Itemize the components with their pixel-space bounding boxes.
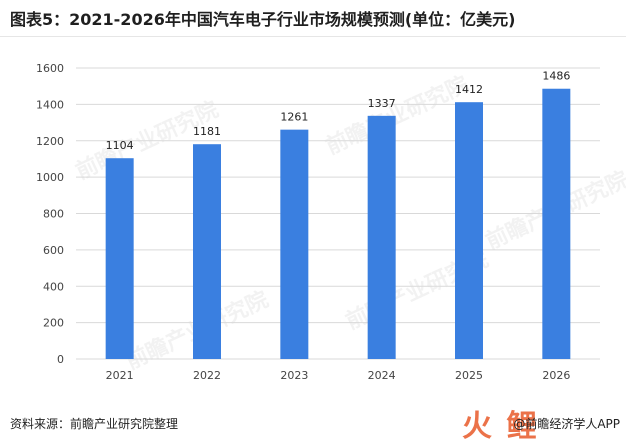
data-label: 1181: [193, 125, 221, 138]
x-tick-label: 2026: [542, 369, 570, 382]
bar: [542, 88, 571, 359]
y-tick-label: 1400: [36, 98, 64, 111]
data-label: 1486: [542, 70, 570, 83]
x-tick-label: 2023: [280, 369, 308, 382]
bar: [367, 115, 396, 359]
logo-mark: 火 鲤: [462, 409, 539, 444]
y-tick-label: 1200: [36, 135, 64, 148]
y-tick-label: 800: [43, 208, 64, 221]
bar: [193, 144, 221, 359]
bar-chart-svg: 前瞻产业研究院前瞻产业研究院前瞻产业研究院前瞻产业研究院前瞻产业研究院02004…: [36, 62, 626, 382]
y-tick-label: 1600: [36, 62, 64, 75]
x-tick-label: 2024: [368, 369, 396, 382]
data-label: 1337: [368, 97, 396, 110]
bar-chart: 前瞻产业研究院前瞻产业研究院前瞻产业研究院前瞻产业研究院前瞻产业研究院02004…: [0, 37, 626, 407]
watermark-text: 前瞻产业研究院: [322, 71, 473, 160]
bar: [455, 102, 483, 359]
chart-title: 图表5：2021-2026年中国汽车电子行业市场规模预测(单位：亿美元): [10, 10, 516, 29]
x-tick-label: 2025: [455, 369, 483, 382]
source-note: 资料来源：前瞻产业研究院整理: [10, 417, 179, 431]
x-tick-label: 2022: [193, 369, 221, 382]
data-label: 1412: [455, 83, 483, 96]
y-tick-label: 400: [43, 280, 64, 293]
bar: [280, 129, 309, 359]
bar: [105, 158, 134, 359]
app-watermark: @前瞻经济学人APP: [513, 417, 620, 431]
title-divider: [0, 36, 626, 37]
data-label: 1261: [280, 111, 308, 124]
y-tick-label: 200: [43, 317, 64, 330]
x-tick-label: 2021: [106, 369, 134, 382]
y-tick-label: 1000: [36, 171, 64, 184]
y-tick-label: 600: [43, 244, 64, 257]
data-label: 1104: [106, 139, 134, 152]
y-tick-label: 0: [57, 353, 64, 366]
